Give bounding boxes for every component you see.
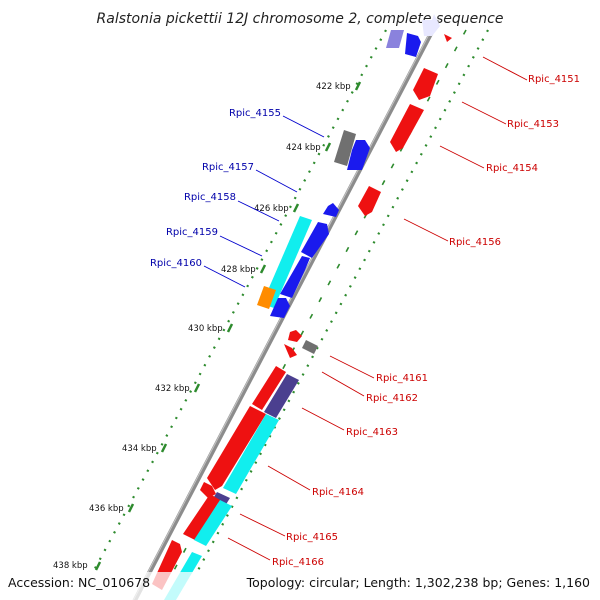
leader-line [219,235,263,257]
gene-box[interactable] [212,492,230,506]
leader-line [227,537,271,561]
tick-label: 426 kbp [254,204,289,214]
gene-label-rpic-4158[interactable]: Rpic_4158 [184,192,236,203]
reverse-strand-features [257,30,421,318]
leader-line [282,115,325,138]
tick-mark [193,383,201,393]
gene-arrow[interactable] [270,298,290,318]
gene-label-rpic-4157[interactable]: Rpic_4157 [202,162,254,173]
leader-line [239,513,286,537]
tick-mark [226,323,234,333]
gene-arrow[interactable] [347,140,370,170]
footer-backdrop [0,572,600,600]
gene-label-rpic-4161[interactable]: Rpic_4161 [376,373,428,384]
leader-line [237,200,280,222]
gene-arrow[interactable] [252,366,286,410]
leader-line [461,101,507,125]
gene-arrow[interactable] [405,33,421,57]
gene-label-rpic-4160[interactable]: Rpic_4160 [150,258,202,269]
gene-arrow[interactable] [280,256,310,298]
gene-label-rpic-4155[interactable]: Rpic_4155 [229,108,281,119]
gene-arrow[interactable] [200,482,216,498]
leader-line [255,169,298,193]
gene-label-rpic-4163[interactable]: Rpic_4163 [346,427,398,438]
gene-arrow[interactable] [301,222,329,258]
gene-arrow[interactable] [183,494,220,540]
gene-box[interactable] [422,14,440,36]
gene-arrow[interactable] [284,344,297,358]
gene-box[interactable] [223,414,279,494]
leader-line [203,265,246,288]
gene-label-rpic-4154[interactable]: Rpic_4154 [486,163,538,174]
gene-label-rpic-4153[interactable]: Rpic_4153 [507,119,559,130]
gene-label-rpic-4162[interactable]: Rpic_4162 [366,393,418,404]
tick-label: 422 kbp [316,82,351,92]
gene-label-rpic-4159[interactable]: Rpic_4159 [166,227,218,238]
tick-mark [324,142,332,152]
map-title: Ralstonia pickettii 12J chromosome 2, co… [97,11,504,27]
tick-label: 436 kbp [89,504,124,514]
leader-line [403,218,449,242]
reverse-gene-labels: Rpic_4155 Rpic_4157 Rpic_4158 Rpic_4159 … [150,108,281,269]
gene-arrow[interactable] [358,186,381,216]
gene-box[interactable] [194,500,232,546]
reverse-label-leaders [203,115,325,288]
leader-line [321,371,365,397]
gene-box[interactable] [334,130,356,166]
gene-arrow[interactable] [413,68,438,100]
gene-arrow[interactable] [386,30,404,48]
forward-label-leaders [227,56,528,561]
tick-mark [354,81,362,91]
gene-label-rpic-4164[interactable]: Rpic_4164 [312,487,364,498]
tick-label: 428 kbp [221,265,256,275]
tick-label: 434 kbp [122,444,157,454]
tick-mark [292,203,300,213]
tick-mark [127,503,135,513]
leader-line [482,56,528,81]
gene-box[interactable] [257,286,276,309]
gene-arrow[interactable] [444,34,452,42]
leader-line [329,355,375,379]
leader-line [301,407,345,431]
accession-label: Accession: NC_010678 [8,575,150,590]
tick-label: 432 kbp [155,384,190,394]
gene-label-rpic-4166[interactable]: Rpic_4166 [272,557,324,568]
gene-label-rpic-4165[interactable]: Rpic_4165 [286,532,338,543]
forward-gene-labels: Rpic_4151 Rpic_4153 Rpic_4154 Rpic_4156 … [272,74,580,568]
tick-label: 438 kbp [53,561,88,571]
gene-box[interactable] [262,216,312,308]
tick-label: 424 kbp [286,143,321,153]
gene-box[interactable] [264,374,299,418]
gene-box[interactable] [302,340,318,354]
gene-arrow[interactable] [207,406,266,490]
leader-line [439,145,485,169]
tick-marks: 422 kbp 424 kbp 426 kbp 428 kbp 430 kbp … [53,81,362,571]
sequence-summary: Topology: circular; Length: 1,302,238 bp… [246,575,590,590]
gene-label-rpic-4156[interactable]: Rpic_4156 [449,237,501,248]
gene-arrow[interactable] [390,104,424,152]
tick-mark [160,443,168,453]
tick-mark [94,561,102,571]
tick-mark [259,264,267,274]
gene-arrow[interactable] [323,203,339,217]
forward-strand-features [152,14,452,600]
tick-label: 430 kbp [188,324,223,334]
leader-line [267,465,311,491]
gene-arrow[interactable] [288,330,302,342]
gene-label-rpic-4151[interactable]: Rpic_4151 [528,74,580,85]
